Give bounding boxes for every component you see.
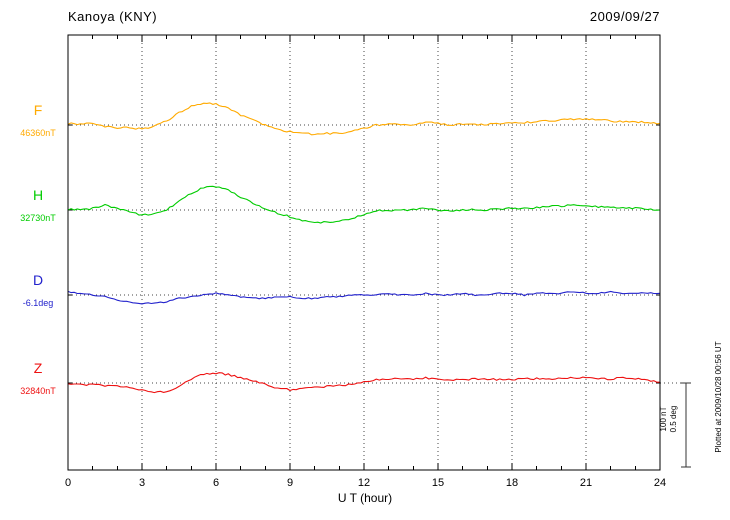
series-letter-h: H: [32, 187, 44, 203]
series-letter-z: Z: [33, 360, 43, 376]
x-tick-label: 3: [139, 477, 145, 489]
scale-bar-label: 100 nT 0.5 deg: [659, 394, 681, 444]
x-tick-label: 18: [506, 477, 518, 489]
x-tick-label: 21: [580, 477, 592, 489]
x-tick-label: 24: [654, 477, 666, 489]
plot-border: [67, 34, 661, 471]
trace-F: [67, 102, 661, 136]
date-label: 2009/09/27: [589, 9, 660, 24]
series-baseline-f: 46360nT: [20, 128, 56, 138]
scale-bar-deg-label: 0.5 deg: [669, 405, 678, 433]
plotted-at-note: Plotted at 2009/10/28 00:56 UT: [714, 341, 723, 453]
series-letter-f: F: [33, 102, 43, 118]
trace-H: [67, 185, 661, 224]
x-tick-label: 0: [65, 477, 71, 489]
series-baseline-z: 32840nT: [20, 386, 56, 396]
x-tick-label: 9: [287, 477, 293, 489]
series-baseline-h: 32730nT: [20, 213, 56, 223]
trace-Z: [67, 372, 660, 394]
x-tick-label: 12: [358, 477, 370, 489]
x-axis-label: U T (hour): [337, 491, 393, 505]
x-tick-label: 6: [213, 477, 219, 489]
page-title: Kanoya (KNY): [68, 9, 158, 24]
series-baseline-d: -6.1deg: [22, 298, 54, 308]
x-tick-label: 15: [432, 477, 444, 489]
series-letter-d: D: [32, 272, 44, 288]
trace-D: [67, 290, 661, 305]
scale-bar-nt-label: 100 nT: [659, 406, 668, 432]
